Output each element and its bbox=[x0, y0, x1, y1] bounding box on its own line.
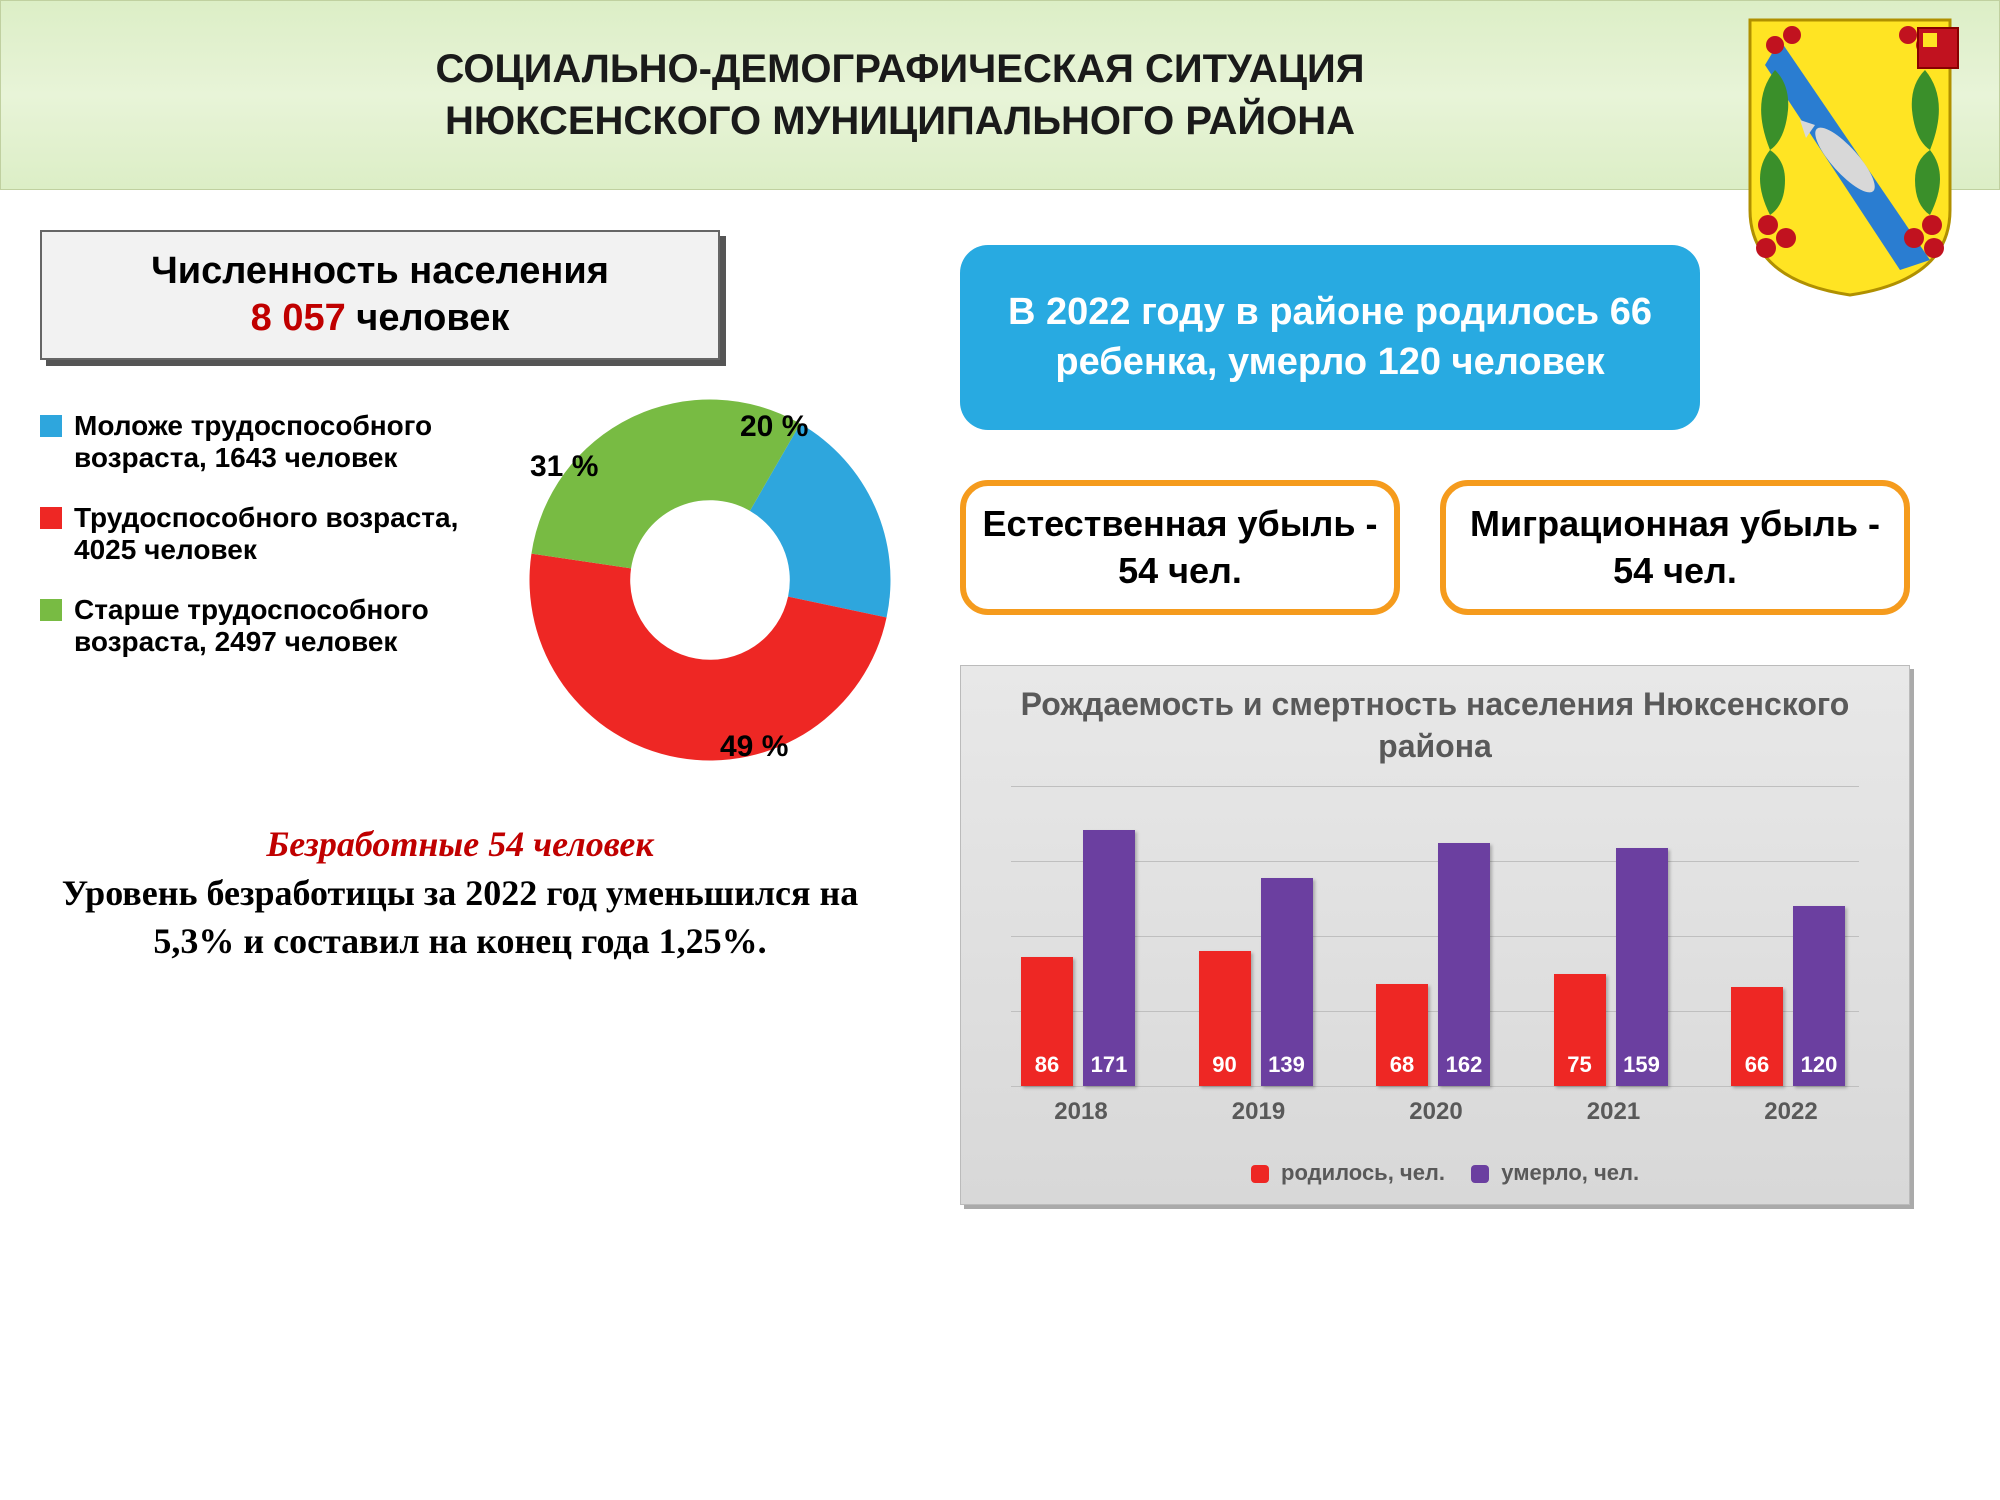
bar-value-label: 66 bbox=[1731, 1052, 1783, 1078]
births-deaths-box: В 2022 году в районе родилось 66 ребенка… bbox=[960, 245, 1700, 430]
bar-x-label: 2022 bbox=[1721, 1098, 1861, 1126]
gridline bbox=[1011, 1086, 1859, 1087]
header-line2: НЮКСЕНСКОГО МУНИЦИПАЛЬНОГО РАЙОНА bbox=[445, 99, 1355, 143]
bar-chart-title: Рождаемость и смертность населения Нюксе… bbox=[961, 666, 1909, 767]
legend-swatch bbox=[1471, 1165, 1489, 1183]
population-label: Численность населения bbox=[151, 250, 609, 292]
unemployment-headline: Безработные 54 человек bbox=[60, 820, 860, 869]
donut-legend-label: Трудоспособного возраста, 4025 человек bbox=[74, 502, 510, 566]
legend-swatch bbox=[40, 599, 62, 621]
bar-value-label: 159 bbox=[1616, 1052, 1668, 1078]
bar-x-label: 2019 bbox=[1189, 1098, 1329, 1126]
bar-legend: родилось, чел. умерло, чел. bbox=[961, 1160, 1909, 1186]
donut-percent-label: 49 % bbox=[720, 730, 788, 764]
gridline bbox=[1011, 786, 1859, 787]
bar-value-label: 75 bbox=[1554, 1052, 1606, 1078]
bar-value-label: 162 bbox=[1438, 1052, 1490, 1078]
donut-percent-label: 31 % bbox=[530, 450, 598, 484]
bar bbox=[1616, 848, 1668, 1087]
natural-decline-box: Естественная убыль - 54 чел. bbox=[960, 480, 1400, 615]
bar-value-label: 68 bbox=[1376, 1052, 1428, 1078]
population-value: 8 057 bbox=[251, 297, 346, 339]
bar bbox=[1083, 830, 1135, 1087]
donut-chart: Моложе трудоспособного возраста, 1643 че… bbox=[40, 390, 920, 780]
bar-value-label: 120 bbox=[1793, 1052, 1845, 1078]
donut-percent-label: 20 % bbox=[740, 410, 808, 444]
bar-x-label: 2021 bbox=[1544, 1098, 1684, 1126]
coat-of-arms-icon bbox=[1720, 10, 1980, 300]
migration-decline-text: Миграционная убыль - 54 чел. bbox=[1456, 501, 1894, 595]
population-unit: человек bbox=[356, 297, 509, 339]
donut-legend-label: Моложе трудоспособного возраста, 1643 че… bbox=[74, 410, 510, 474]
natural-decline-text: Естественная убыль - 54 чел. bbox=[976, 501, 1384, 595]
bar bbox=[1438, 843, 1490, 1086]
legend-swatch bbox=[40, 507, 62, 529]
donut-legend-item: Старше трудоспособного возраста, 2497 че… bbox=[40, 594, 510, 658]
unemployment-block: Безработные 54 человек Уровень безработи… bbox=[60, 820, 860, 966]
donut-legend-item: Моложе трудоспособного возраста, 1643 че… bbox=[40, 410, 510, 474]
page-header: СОЦИАЛЬНО-ДЕМОГРАФИЧЕСКАЯ СИТУАЦИЯ НЮКСЕ… bbox=[0, 0, 2000, 190]
bar-value-label: 139 bbox=[1261, 1052, 1313, 1078]
gridline bbox=[1011, 936, 1859, 937]
bar-chart: Рождаемость и смертность населения Нюксе… bbox=[960, 665, 1910, 1205]
population-box: Численность населения 8 057 человек bbox=[40, 230, 720, 360]
bar-x-label: 2020 bbox=[1366, 1098, 1506, 1126]
donut-svg bbox=[520, 390, 900, 770]
bar-x-label: 2018 bbox=[1011, 1098, 1151, 1126]
donut-legend-item: Трудоспособного возраста, 4025 человек bbox=[40, 502, 510, 566]
bar-plot-area: 8617120189013920196816220207515920216612… bbox=[1011, 786, 1859, 1086]
bar-value-label: 171 bbox=[1083, 1052, 1135, 1078]
legend-swatch bbox=[1251, 1165, 1269, 1183]
births-deaths-text: В 2022 году в районе родилось 66 ребенка… bbox=[990, 288, 1670, 387]
bar-value-label: 86 bbox=[1021, 1052, 1073, 1078]
legend-swatch bbox=[40, 415, 62, 437]
migration-decline-box: Миграционная убыль - 54 чел. bbox=[1440, 480, 1910, 615]
unemployment-body: Уровень безработицы за 2022 год уменьшил… bbox=[60, 869, 860, 966]
header-line1: СОЦИАЛЬНО-ДЕМОГРАФИЧЕСКАЯ СИТУАЦИЯ bbox=[435, 47, 1364, 91]
gridline bbox=[1011, 861, 1859, 862]
donut-legend: Моложе трудоспособного возраста, 1643 че… bbox=[40, 410, 510, 686]
bar-legend-label: родилось, чел. bbox=[1281, 1160, 1445, 1185]
bar-legend-label: умерло, чел. bbox=[1501, 1160, 1639, 1185]
bar-value-label: 90 bbox=[1199, 1052, 1251, 1078]
donut-legend-label: Старше трудоспособного возраста, 2497 че… bbox=[74, 594, 510, 658]
